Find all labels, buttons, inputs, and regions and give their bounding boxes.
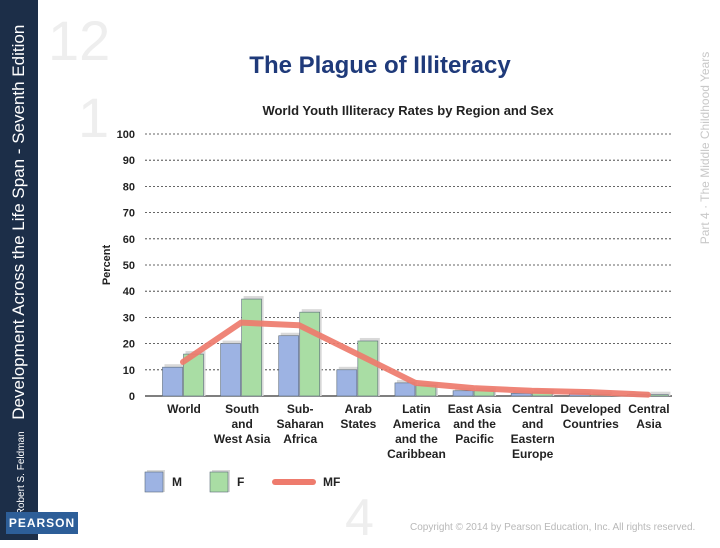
background-number: 12 (48, 9, 111, 72)
y-tick-label: 10 (123, 365, 135, 377)
bar-male (220, 343, 241, 397)
x-tick-label: East Asia and the Pacific (448, 402, 502, 446)
bar-female (357, 340, 379, 397)
y-tick-label: 50 (123, 260, 135, 272)
x-tick-label: Arab States (340, 402, 376, 431)
book-spine: Robert S. Feldman Development Across the… (0, 0, 38, 540)
x-tick-label: World (167, 402, 201, 416)
pearson-logo: PEARSON (6, 512, 78, 534)
bar-male (336, 369, 358, 397)
y-tick-label: 0 (129, 391, 135, 403)
y-tick-label: 90 (123, 155, 135, 167)
legend-label: MF (323, 475, 340, 489)
y-tick-label: 60 (123, 234, 135, 246)
y-tick-label: 20 (123, 339, 135, 351)
x-tick-label: Developed Countries (560, 402, 621, 431)
slide-title: The Plague of Illiteracy (249, 52, 511, 79)
background-number: 4 (345, 489, 374, 547)
y-tick-label: 80 (123, 181, 135, 193)
bar-male (452, 390, 474, 397)
bar-male (394, 382, 416, 397)
y-tick-label: 70 (123, 208, 135, 220)
legend-swatch (144, 471, 164, 493)
legend-label: F (237, 475, 244, 489)
y-tick-label: 100 (117, 129, 135, 141)
bar-female (648, 394, 669, 397)
x-tick-label: South and West Asia (214, 402, 271, 446)
legend-label: M (172, 475, 182, 489)
bar-male (510, 393, 532, 397)
copyright-text: Copyright © 2014 by Pearson Education, I… (410, 522, 696, 533)
bar-shadow (650, 391, 671, 396)
background-number: 1 (78, 86, 110, 149)
bar-female (241, 298, 262, 397)
x-tick-label: Latin America and the Caribbean (387, 402, 446, 461)
x-tick-label: Central and Eastern Europe (511, 402, 555, 461)
mf-line (180, 319, 651, 398)
chart-title: World Youth Illiteracy Rates by Region a… (262, 103, 554, 118)
bar-male (162, 366, 183, 397)
legend-swatch (209, 471, 229, 493)
legend: M F MF (144, 470, 340, 493)
y-axis-label: Percent (101, 244, 113, 285)
series-line-mf (180, 319, 651, 398)
x-tick-label: Central Asia (628, 402, 669, 431)
y-tick-label: 40 (123, 286, 135, 298)
bar-male (278, 335, 300, 397)
y-tick-label: 30 (123, 312, 135, 324)
x-tick-label: Sub-Saharan Africa (277, 402, 324, 446)
